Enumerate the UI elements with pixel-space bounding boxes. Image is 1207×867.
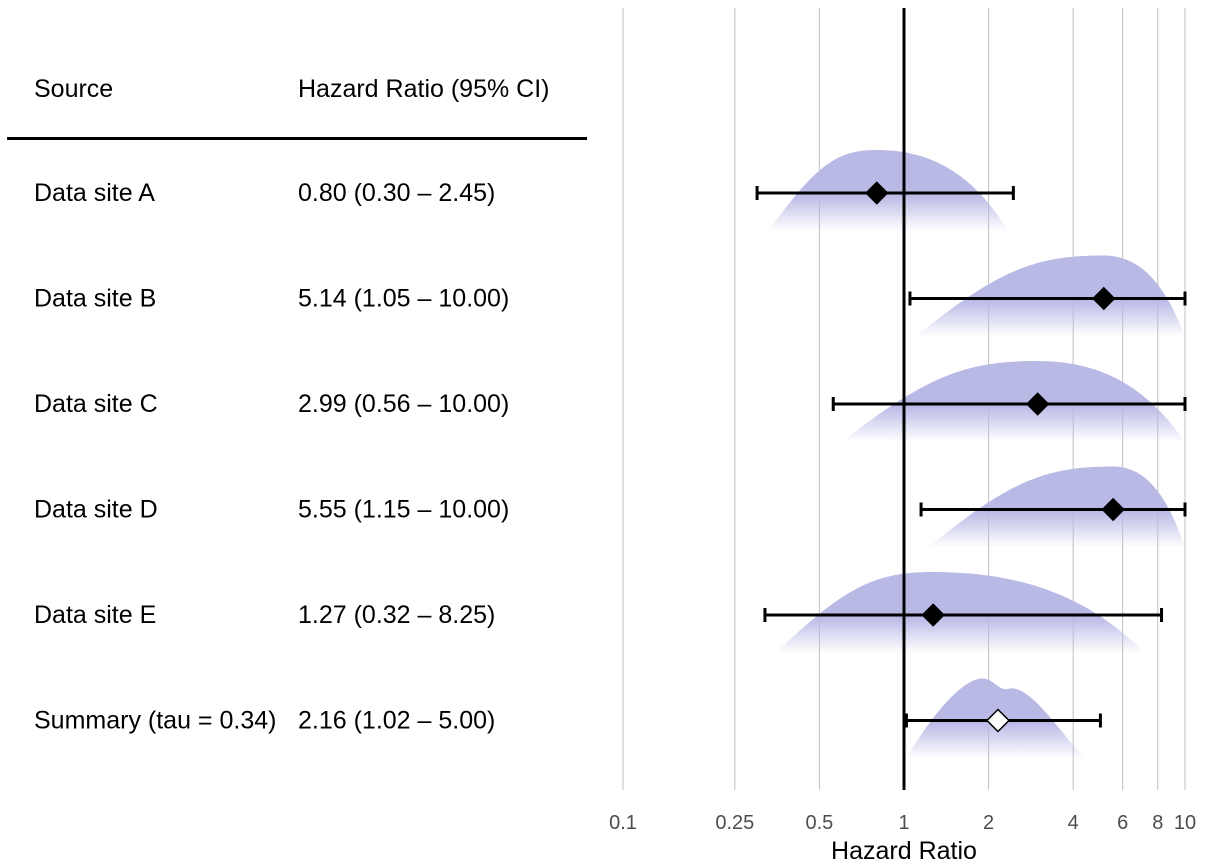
tick-label: 0.1 xyxy=(609,812,637,834)
distribution-shape xyxy=(928,467,1185,548)
row-source-label: Summary (tau = 0.34) xyxy=(34,707,276,735)
distribution-shape xyxy=(916,256,1185,337)
tick-label: 2 xyxy=(983,812,994,834)
tick-label: 0.5 xyxy=(806,812,834,834)
row-source-label: Data site B xyxy=(34,285,156,313)
tick-label: 4 xyxy=(1068,812,1079,834)
row-source-label: Data site C xyxy=(34,390,158,418)
tick-label: 8 xyxy=(1152,812,1163,834)
distribution-shape xyxy=(769,150,1009,231)
tick-label: 6 xyxy=(1117,812,1128,834)
row-ci-text: 2.99 (0.56 – 10.00) xyxy=(298,390,509,418)
header-hazard-ratio: Hazard Ratio (95% CI) xyxy=(298,75,549,103)
row-source-label: Data site D xyxy=(34,496,158,524)
tick-label: 1 xyxy=(898,812,909,834)
row-ci-text: 1.27 (0.32 – 8.25) xyxy=(298,601,495,629)
x-axis-ticks: 0.1 0.25 0.5 1 2 4 6 8 10 xyxy=(609,812,1196,834)
row-ci-text: 2.16 (1.02 – 5.00) xyxy=(298,707,495,735)
row-ci-text: 5.14 (1.05 – 10.00) xyxy=(298,285,509,313)
tick-label: 0.25 xyxy=(715,812,754,834)
distribution-shape xyxy=(842,361,1185,442)
row-ci-text: 5.55 (1.15 – 10.00) xyxy=(298,496,509,524)
table-body: Data site A 0.80 (0.30 – 2.45) Data site B… xyxy=(34,179,509,735)
header-source: Source xyxy=(34,75,113,103)
row-source-label: Data site E xyxy=(34,601,156,629)
row-ci-text: 0.80 (0.30 – 2.45) xyxy=(298,179,495,207)
distribution-shape xyxy=(776,572,1145,653)
tick-label: 10 xyxy=(1174,812,1196,834)
row-source-label: Data site A xyxy=(34,179,155,207)
x-axis-title: Hazard Ratio xyxy=(831,837,977,865)
